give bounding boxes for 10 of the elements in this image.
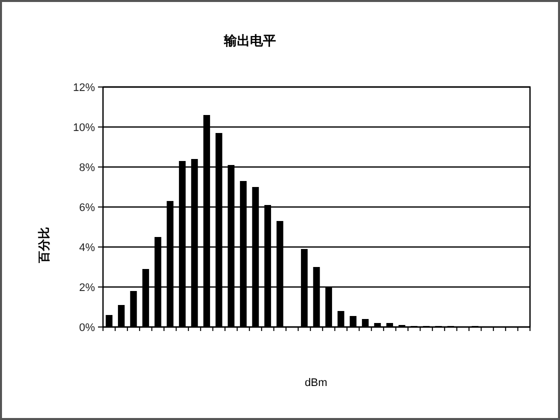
y-tick-label: 2% — [79, 282, 96, 294]
chart-title: 输出电平 — [223, 33, 276, 48]
y-tick-label: 4% — [79, 242, 96, 254]
y-tick-label: 10% — [72, 122, 96, 134]
y-tick-label: 8% — [79, 162, 96, 174]
y-tick-label: 6% — [79, 202, 96, 214]
y-axis-title: 百分比 — [37, 227, 51, 264]
x-axis-title: dBm — [304, 377, 328, 389]
y-tick-label: 12% — [72, 82, 96, 94]
y-tick-label: 0% — [79, 322, 96, 334]
